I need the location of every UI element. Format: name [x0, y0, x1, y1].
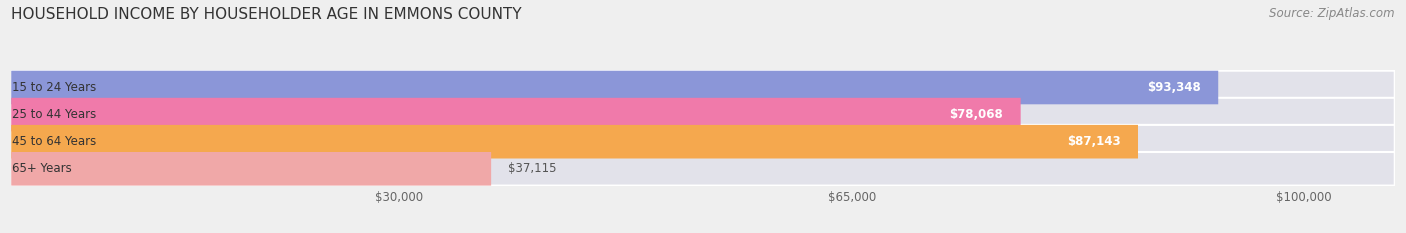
FancyBboxPatch shape: [11, 152, 491, 186]
FancyBboxPatch shape: [11, 98, 1395, 131]
FancyBboxPatch shape: [11, 71, 1395, 104]
Text: 45 to 64 Years: 45 to 64 Years: [11, 135, 96, 148]
Text: Source: ZipAtlas.com: Source: ZipAtlas.com: [1270, 7, 1395, 20]
FancyBboxPatch shape: [11, 125, 1137, 158]
Text: 15 to 24 Years: 15 to 24 Years: [11, 81, 96, 94]
FancyBboxPatch shape: [11, 125, 1395, 158]
FancyBboxPatch shape: [11, 152, 1395, 186]
FancyBboxPatch shape: [11, 71, 1218, 104]
Text: $87,143: $87,143: [1067, 135, 1121, 148]
FancyBboxPatch shape: [11, 98, 1021, 131]
Text: $78,068: $78,068: [949, 108, 1004, 121]
Text: $93,348: $93,348: [1147, 81, 1201, 94]
Text: HOUSEHOLD INCOME BY HOUSEHOLDER AGE IN EMMONS COUNTY: HOUSEHOLD INCOME BY HOUSEHOLDER AGE IN E…: [11, 7, 522, 22]
Text: $37,115: $37,115: [509, 162, 557, 175]
Text: 65+ Years: 65+ Years: [11, 162, 72, 175]
Text: 25 to 44 Years: 25 to 44 Years: [11, 108, 96, 121]
